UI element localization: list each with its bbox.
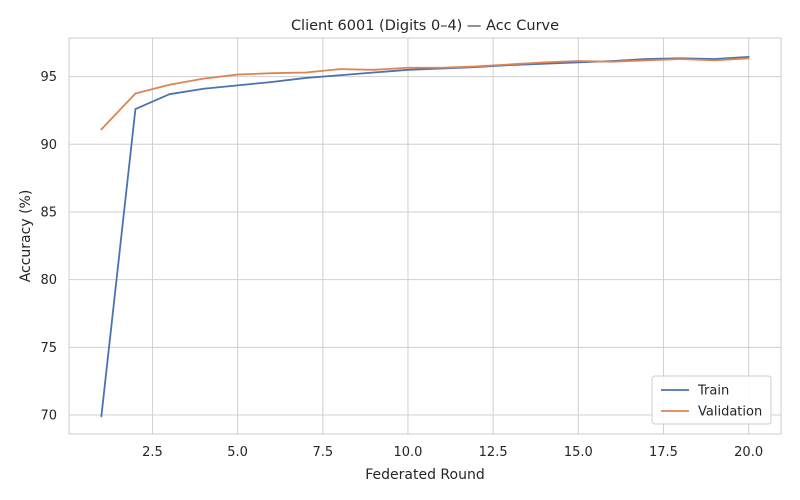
x-tick-label: 20.0 <box>734 445 763 460</box>
y-tick-label: 75 <box>40 341 57 356</box>
y-tick-label: 85 <box>40 205 57 220</box>
x-tick-label: 12.5 <box>479 445 508 460</box>
legend-label: Train <box>697 384 729 399</box>
y-tick-label: 90 <box>40 138 57 153</box>
plot-frame <box>68 37 782 435</box>
y-tick-label: 80 <box>40 273 57 288</box>
x-tick-label: 17.5 <box>649 445 678 460</box>
y-tick-labels: 70 75 80 85 90 95 <box>40 70 57 423</box>
legend: Train Validation <box>651 375 772 425</box>
y-axis-label: Accuracy (%) <box>18 190 34 283</box>
legend-box <box>651 375 772 425</box>
series-lines <box>100 56 750 418</box>
series-line-validation <box>100 57 750 131</box>
x-tick-label: 10.0 <box>393 445 422 460</box>
x-axis-label: Federated Round <box>365 467 484 483</box>
x-tick-label: 5.0 <box>227 445 248 460</box>
x-tick-label: 2.5 <box>142 445 163 460</box>
series-line-train <box>100 56 750 418</box>
x-tick-label: 15.0 <box>564 445 593 460</box>
chart-title: Client 6001 (Digits 0–4) — Acc Curve <box>291 18 559 34</box>
y-tick-label: 95 <box>40 70 57 85</box>
x-tick-label: 7.5 <box>312 445 333 460</box>
legend-label: Validation <box>698 405 762 420</box>
y-tick-label: 70 <box>40 409 57 424</box>
x-tick-labels: 2.5 5.0 7.5 10.0 12.5 15.0 17.5 20.0 <box>142 445 763 460</box>
grid <box>69 38 781 434</box>
